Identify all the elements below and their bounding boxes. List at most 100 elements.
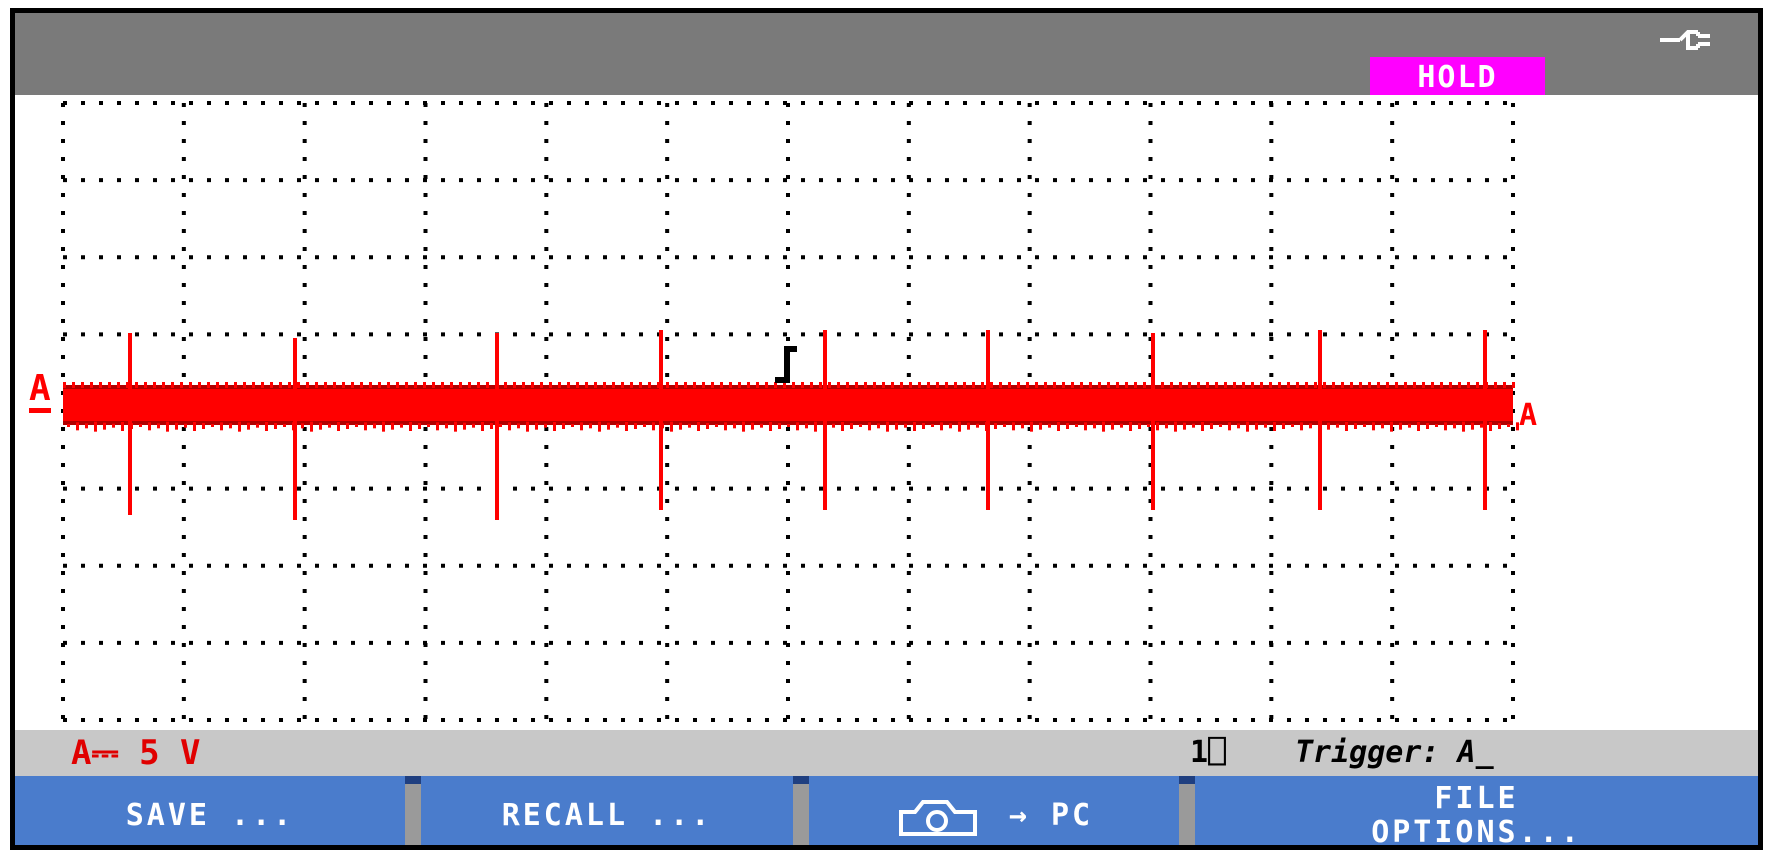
trigger-readout: Trigger: A̲ [1295,735,1494,770]
trace-noise [1246,421,1249,432]
trace-noise [103,422,106,430]
trace-noise [1390,421,1393,432]
recall-softkey[interactable]: RECALL ... [421,776,793,845]
trace-noise [1093,423,1096,429]
trace-noise [841,422,844,431]
trace-noise [711,382,714,388]
channel-a-scale-readout: A⎓ 5 V [71,733,201,773]
trace-noise [576,382,579,388]
trace-noise [513,382,516,388]
trace-noise [360,382,363,388]
trace-noise [153,382,156,388]
channel-a-trace [63,385,1513,425]
trace-noise [922,423,925,429]
trace-noise [1440,382,1443,388]
trace-noise [508,422,511,431]
trace-noise [76,422,79,431]
trigger-marker-icon [775,346,797,383]
trace-noise [1282,423,1285,429]
trace-noise [85,423,88,429]
trace-noise [792,382,795,388]
trace-noise [67,424,70,427]
trace-noise [1372,422,1375,431]
trace-spike [293,338,297,520]
trace-noise [535,422,538,430]
trace-noise [1386,382,1389,388]
trace-noise [315,382,318,388]
trace-noise [1066,423,1069,429]
trace-noise [166,421,169,432]
trace-noise [1417,422,1420,431]
channel-a-right-marker: A [1519,398,1537,433]
trace-noise [1215,382,1218,388]
trace-noise [1269,382,1272,388]
trace-noise [189,382,192,388]
trace-noise [1125,382,1128,388]
trace-noise [1062,382,1065,388]
trace-noise [351,382,354,388]
trace-noise [756,382,759,388]
trace-noise [1251,382,1254,388]
trace-noise [261,382,264,388]
trace-noise [963,382,966,388]
trace-noise [198,382,201,388]
trace-noise [1503,382,1506,388]
trace-noise [436,422,439,431]
trace-noise [522,382,525,388]
trace-noise [940,422,943,431]
trace-noise [1219,424,1222,427]
trace-noise [630,382,633,388]
trace-noise [1237,423,1240,429]
trace-noise [598,421,601,432]
trace-noise [1003,424,1006,427]
trace-noise [877,423,880,429]
trace-noise [927,382,930,388]
trace-noise [1512,382,1515,388]
trace-noise [139,424,142,427]
trace-noise [945,382,948,388]
trace-noise [999,382,1002,388]
trace-noise [1129,422,1132,431]
trace-noise [774,382,777,388]
trace-noise [1188,382,1191,388]
copy-to-pc-softkey[interactable]: → PC [809,776,1179,845]
trace-noise [342,382,345,388]
trace-noise [225,382,228,388]
trace-noise [864,382,867,388]
trace-noise [135,382,138,388]
trace-noise [1507,424,1510,427]
trace-noise [463,422,466,430]
trace-noise [814,421,817,432]
trace-noise [544,423,547,428]
trace-noise [414,382,417,388]
trace-noise [1053,382,1056,388]
softkey-divider [793,776,809,845]
trace-noise [1089,382,1092,388]
trace-noise [1080,382,1083,388]
trace-noise [1449,382,1452,388]
trace-noise [1098,382,1101,388]
trace-noise [99,382,102,388]
trace-noise [1345,422,1348,431]
trace-noise [72,382,75,388]
trace-noise [715,424,718,427]
save-softkey[interactable]: SAVE ... [15,776,405,845]
trace-noise [337,422,340,431]
file-options-softkey[interactable]: FILE OPTIONS... [1195,776,1758,845]
channel-a-ground-marker [29,408,51,413]
trace-noise [445,423,448,429]
trace-edge [63,385,1513,389]
trace-noise [886,421,889,432]
trace-noise [319,422,322,430]
trace-noise [346,423,349,429]
trace-noise [913,422,916,431]
trace-noise [1381,423,1384,429]
trace-noise [328,423,331,428]
trace-noise [567,382,570,388]
trace-noise [162,382,165,388]
trace-noise [742,421,745,432]
trace-noise [873,382,876,388]
trace-noise [1120,423,1123,428]
